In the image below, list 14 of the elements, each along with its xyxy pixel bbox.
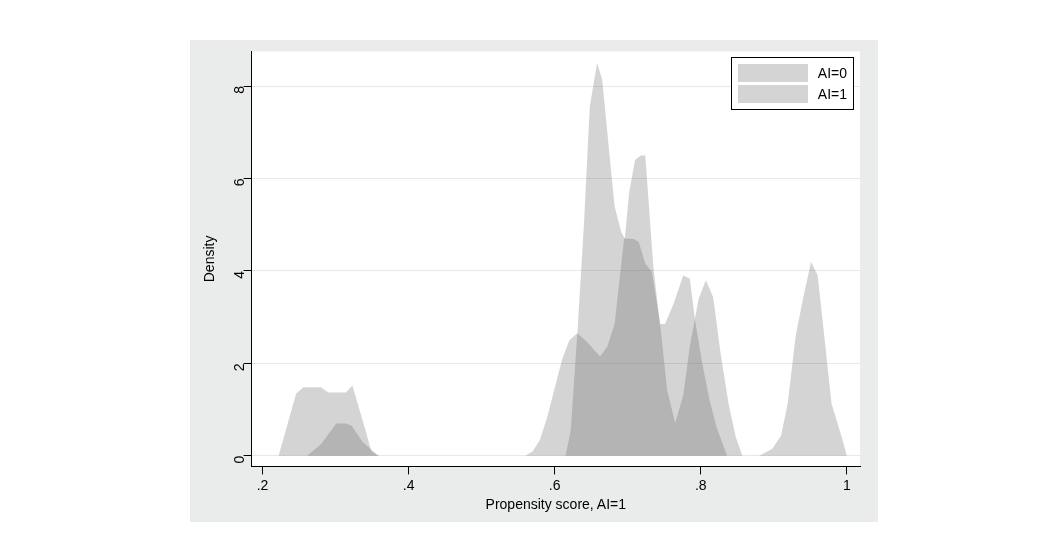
legend-label: AI=1 [817,86,847,103]
legend-label: AI=0 [817,65,847,82]
y-tick-label: 8 [231,85,248,94]
x-tick-label: .8 [694,476,707,493]
y-tick-label: 6 [231,178,248,187]
x-axis-title: Propensity score, AI=1 [485,496,627,513]
y-tick-label: 2 [231,363,248,372]
x-tick-label: 1 [842,476,851,493]
y-axis-title: Density [201,235,218,283]
y-tick-label: 4 [231,270,248,279]
x-tick-label: .6 [548,476,561,493]
x-tick-label: .4 [402,476,415,493]
y-tick-label: 0 [231,455,248,464]
x-tick-label: .2 [256,476,269,493]
